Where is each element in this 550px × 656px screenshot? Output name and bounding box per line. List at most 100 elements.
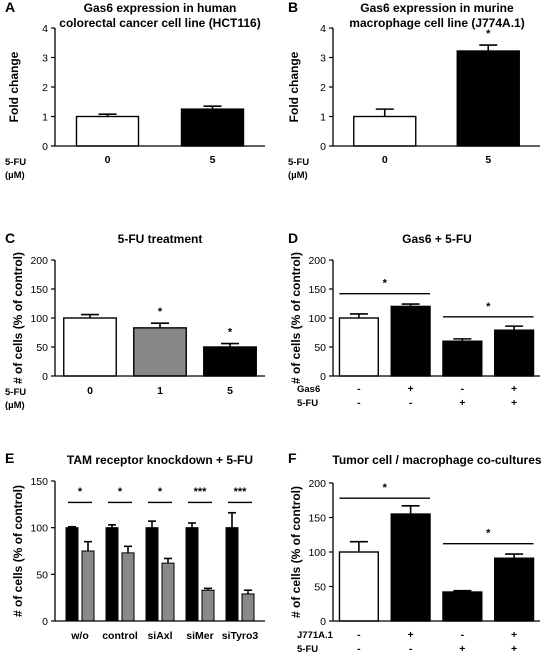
y-axis-label: # of cells (% of control) xyxy=(289,252,303,384)
bar xyxy=(390,305,431,377)
panel-title: TAM receptor knockdown + 5-FU xyxy=(67,453,253,467)
category-label: w/o xyxy=(70,630,89,642)
significance-marker: * xyxy=(383,278,388,290)
row-label: 5-FU xyxy=(297,398,318,409)
significance-marker: * xyxy=(486,528,491,540)
panel-letter: B xyxy=(288,0,298,15)
y-tick-label: 3 xyxy=(320,53,326,65)
y-tick-label: 2 xyxy=(42,82,48,94)
row-label: 5-FU xyxy=(5,387,26,398)
significance-marker: * xyxy=(486,301,491,313)
y-tick-label: 100 xyxy=(308,547,326,559)
panel-title: colorectal cancer cell line (HCT116) xyxy=(59,16,260,30)
panel-letter: C xyxy=(5,230,15,246)
significance-marker: * xyxy=(228,327,233,339)
panel-letter: A xyxy=(5,0,15,15)
category-label: 1 xyxy=(157,385,163,397)
y-tick-label: 2 xyxy=(320,82,326,94)
condition-sign: + xyxy=(459,643,465,655)
y-axis-label: # of cells (% of control) xyxy=(289,486,303,618)
y-tick-label: 0 xyxy=(320,141,326,153)
condition-sign: - xyxy=(357,643,361,655)
y-tick-label: 100 xyxy=(30,523,48,535)
condition-sign: + xyxy=(408,629,414,641)
y-tick-label: 50 xyxy=(314,582,326,594)
row-label: (µM) xyxy=(288,170,308,181)
y-tick-label: 150 xyxy=(308,284,326,296)
bar xyxy=(75,115,140,147)
bar xyxy=(201,589,215,622)
row-label: (µM) xyxy=(5,400,25,411)
panel-d: D Gas6 + 5-FU 0 50 100 150 200 # of cells (% of… xyxy=(288,230,540,409)
significance-marker: * xyxy=(78,486,83,498)
bar xyxy=(121,552,135,622)
condition-sign: - xyxy=(409,643,413,655)
bar xyxy=(180,108,245,147)
bar xyxy=(161,562,175,622)
bar xyxy=(105,527,119,622)
bar xyxy=(442,591,483,622)
panel-title: Gas6 + 5-FU xyxy=(402,232,472,246)
condition-sign: + xyxy=(459,397,465,409)
condition-sign: + xyxy=(511,383,517,395)
category-label: 5 xyxy=(227,385,233,397)
y-tick-label: 100 xyxy=(30,313,48,325)
panel-letter: E xyxy=(5,450,14,466)
condition-sign: - xyxy=(461,629,465,641)
row-label: 5-FU xyxy=(297,644,318,655)
y-tick-label: 3 xyxy=(42,53,48,65)
y-tick-label: 200 xyxy=(30,255,48,267)
panel-letter: D xyxy=(288,230,298,246)
y-tick-label: 1 xyxy=(42,112,48,124)
condition-sign: + xyxy=(408,383,414,395)
y-tick-label: 50 xyxy=(36,569,48,581)
category-label: control xyxy=(102,630,138,642)
category-label: 5 xyxy=(210,154,216,166)
category-label: 0 xyxy=(87,385,93,397)
y-tick-label: 50 xyxy=(36,342,48,354)
y-tick-label: 0 xyxy=(42,616,48,628)
condition-sign: + xyxy=(511,629,517,641)
row-label: 5-FU xyxy=(5,157,26,168)
bar xyxy=(225,527,239,622)
category-label: siTyro3 xyxy=(222,630,259,642)
panel-e: E TAM receptor knockdown + 5-FU 0 50 100 150 #… xyxy=(5,450,265,642)
significance-marker: * xyxy=(486,28,491,40)
row-label: Gas6 xyxy=(297,384,320,395)
panel-letter: F xyxy=(288,450,297,466)
category-label: siMer xyxy=(186,630,213,642)
y-tick-label: 4 xyxy=(42,23,48,35)
panel-title: Tumor cell / macrophage co-cultures xyxy=(332,453,541,467)
y-tick-label: 100 xyxy=(308,313,326,325)
category-label: siAxl xyxy=(147,630,172,642)
bar xyxy=(353,115,417,147)
bar xyxy=(203,346,257,377)
category-label: 5 xyxy=(485,154,491,166)
condition-sign: - xyxy=(357,397,361,409)
bar xyxy=(494,329,535,377)
y-tick-label: 150 xyxy=(30,284,48,296)
condition-sign: + xyxy=(511,397,517,409)
bar xyxy=(65,527,79,622)
category-label: 0 xyxy=(382,154,388,166)
panel-title: Gas6 expression in murine xyxy=(360,1,514,15)
bar xyxy=(185,527,199,622)
significance-marker: *** xyxy=(234,486,248,498)
y-axis-label: # of cells (% of control) xyxy=(11,485,25,617)
bar xyxy=(133,327,187,377)
row-label: J771A.1 xyxy=(297,630,334,641)
bar xyxy=(241,593,255,622)
y-tick-label: 0 xyxy=(42,141,48,153)
bar xyxy=(338,551,379,622)
y-tick-label: 50 xyxy=(314,342,326,354)
panel-title: 5-FU treatment xyxy=(118,232,203,246)
condition-sign: - xyxy=(357,383,361,395)
condition-sign: - xyxy=(357,629,361,641)
bar xyxy=(456,50,520,147)
row-label: 5-FU xyxy=(288,157,309,168)
bar xyxy=(338,317,379,377)
